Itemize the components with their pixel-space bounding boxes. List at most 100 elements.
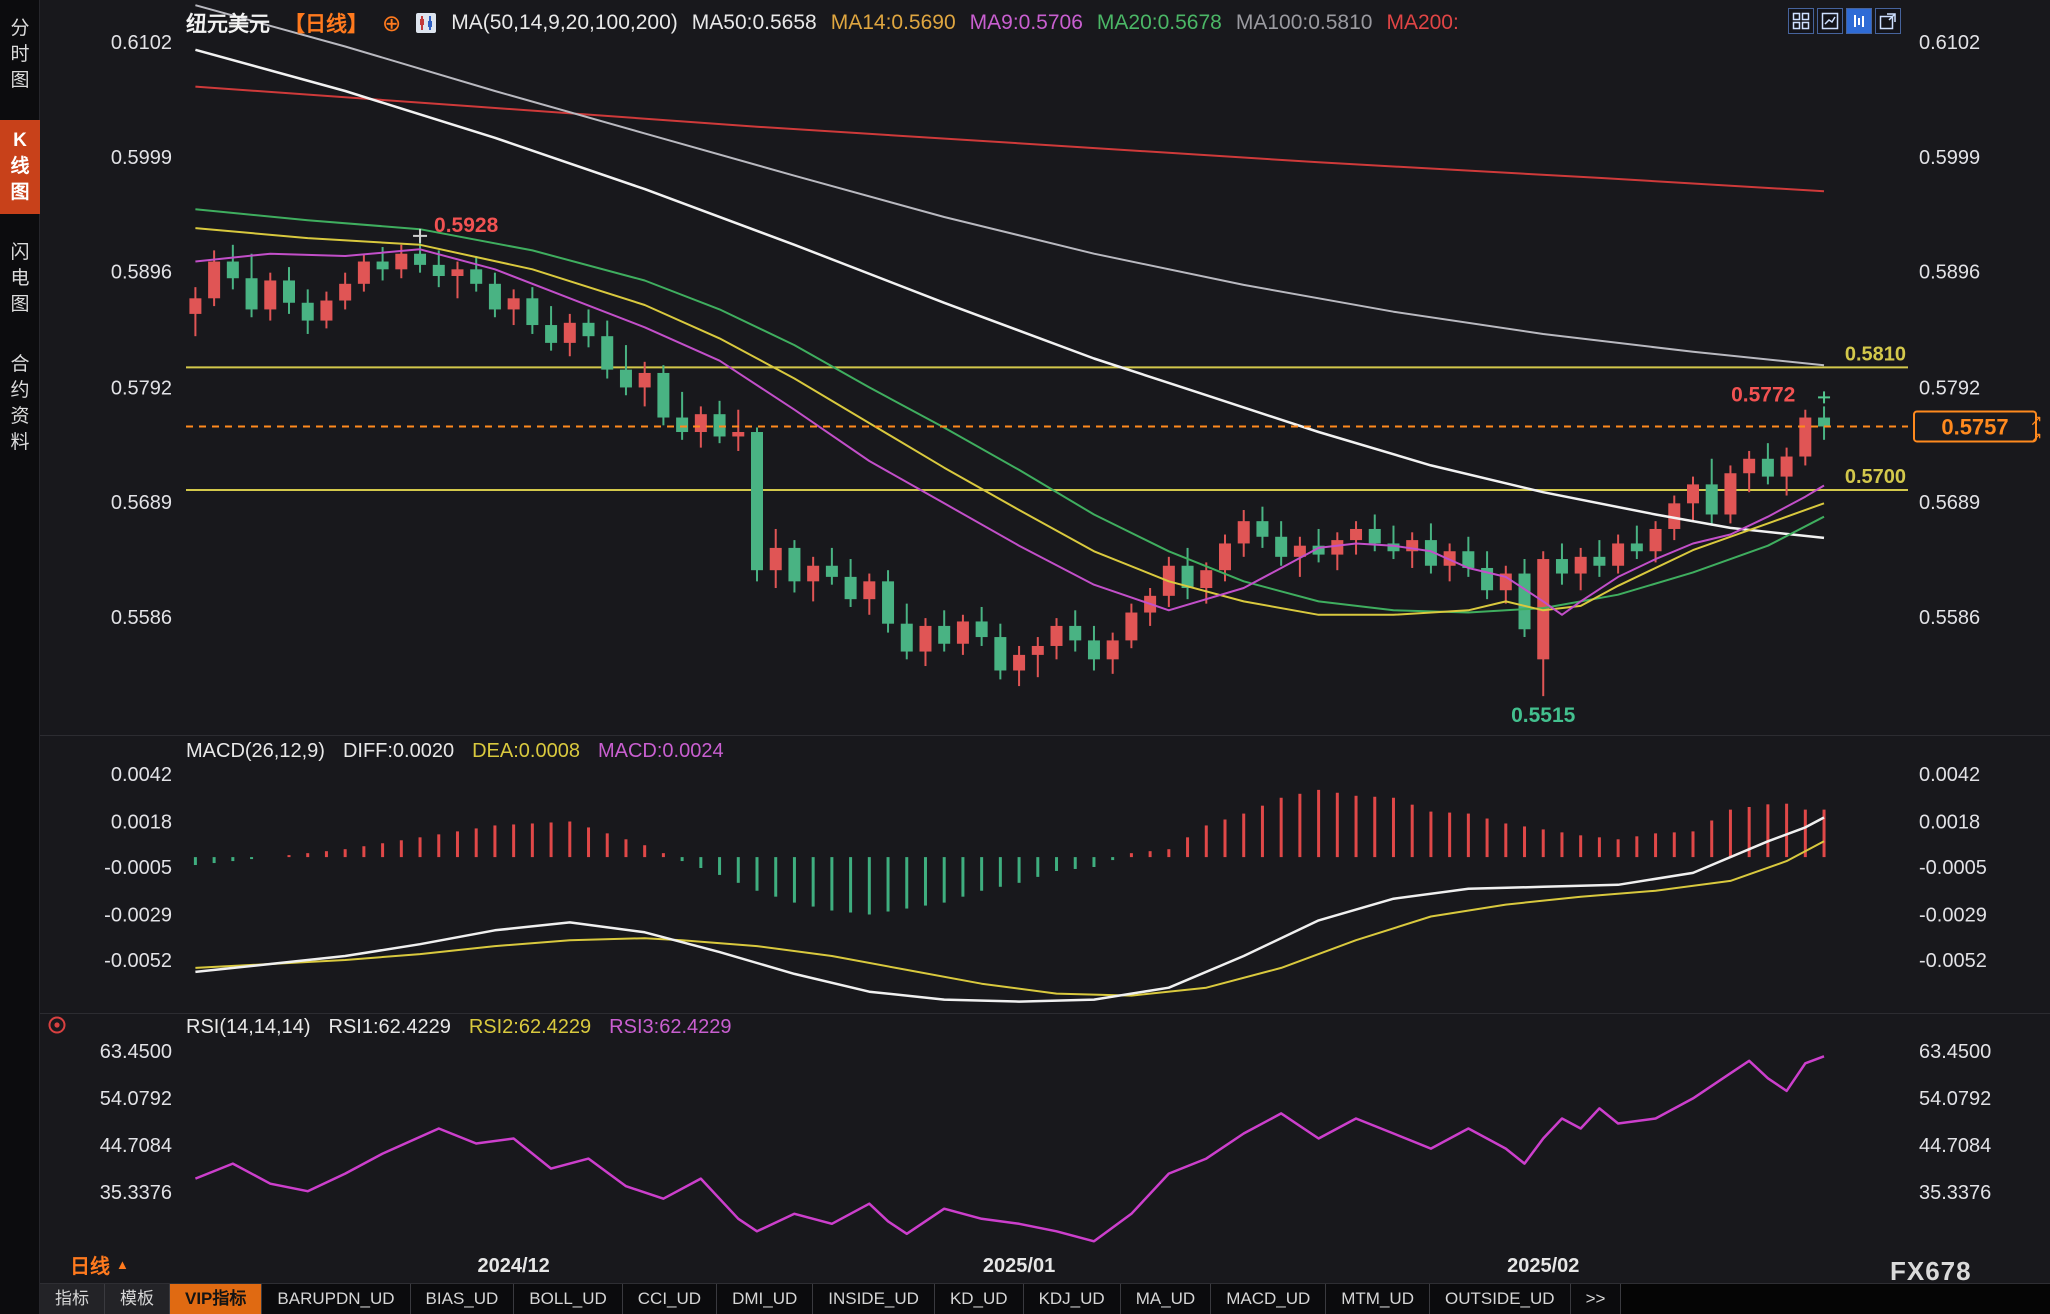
main-axis-tick: 0.5999 bbox=[1919, 147, 1980, 169]
ma200-value: MA200: bbox=[1386, 11, 1459, 34]
tab-bias[interactable]: BIAS_UD bbox=[410, 1284, 515, 1314]
candle-body bbox=[1574, 556, 1587, 574]
period-dropdown-label: 日线 bbox=[70, 1256, 110, 1278]
axis-labels-layer: 0.6102 0.6102 0.5999 0.5999 0.5896 0.5896 0.57… bbox=[100, 32, 1992, 1204]
candle-body bbox=[676, 417, 689, 433]
candle-body bbox=[1630, 543, 1643, 552]
candle-body bbox=[1237, 521, 1250, 544]
candle-body bbox=[488, 283, 501, 310]
candle-body bbox=[1331, 540, 1344, 555]
candle-body bbox=[451, 269, 464, 277]
multi-chart-icon[interactable] bbox=[1788, 8, 1814, 34]
candle-body bbox=[1555, 559, 1568, 574]
tab-outside[interactable]: OUTSIDE_UD bbox=[1429, 1284, 1571, 1314]
period-tag: 【日线】 bbox=[284, 13, 368, 36]
single-chart-icon[interactable] bbox=[1817, 8, 1843, 34]
candle-body bbox=[301, 302, 314, 321]
annotations-layer: 0.5928 0.5772 0.5515 bbox=[413, 214, 1795, 727]
candle-body bbox=[264, 280, 277, 310]
candle-body bbox=[1087, 640, 1100, 660]
macd-axis-tick: -0.0029 bbox=[104, 904, 172, 926]
main-axis-tick: 0.5586 bbox=[111, 607, 172, 629]
ma-lines-layer bbox=[195, 4, 1825, 616]
candle-body bbox=[1818, 417, 1831, 427]
sidebar-item-kline-chart[interactable]: K线图 bbox=[0, 120, 40, 214]
macd-legend: MACD(26,12,9) DIFF:0.0020 DEA:0.0008 MAC… bbox=[186, 740, 724, 763]
tab-mtm[interactable]: MTM_UD bbox=[1326, 1284, 1430, 1314]
tab-macd[interactable]: MACD_UD bbox=[1211, 1284, 1327, 1314]
chart-header: 纽元美元 【日线】 ⊕ MA(50,14,9,20,100,200) MA50:… bbox=[186, 8, 1459, 38]
kline-chart-icon[interactable] bbox=[1846, 8, 1872, 34]
candle-body bbox=[208, 261, 221, 299]
candle-body bbox=[1031, 645, 1044, 655]
chart-layout-toolbar bbox=[1788, 8, 1901, 34]
rsi-layer bbox=[194, 1055, 1825, 1243]
candle-body bbox=[919, 625, 932, 652]
sidebar-item-lightning-chart[interactable]: 闪电图 bbox=[10, 242, 30, 315]
kline-style-icon[interactable] bbox=[415, 12, 437, 34]
main-axis-tick: 0.6102 bbox=[1919, 32, 1980, 54]
time-axis-label: 2025/01 bbox=[983, 1255, 1055, 1277]
candle-body bbox=[713, 414, 726, 437]
candle-body bbox=[900, 623, 913, 652]
tab-kd[interactable]: KD_UD bbox=[934, 1284, 1024, 1314]
sidebar-item-contract-info[interactable]: 合约资料 bbox=[10, 354, 30, 453]
popout-window-icon[interactable] bbox=[1875, 8, 1901, 34]
main-axis-tick: 0.5689 bbox=[1919, 492, 1980, 514]
time-axis-layer: 2024/12 2025/01 2025/02 bbox=[477, 1255, 1579, 1277]
candle-body bbox=[226, 261, 239, 279]
main-axis-tick: 0.5689 bbox=[111, 492, 172, 514]
indicator-bullet-icon bbox=[46, 1014, 68, 1041]
tab-ma[interactable]: MA_UD bbox=[1120, 1284, 1212, 1314]
candle-body bbox=[1275, 536, 1288, 557]
add-indicator-icon[interactable]: ⊕ bbox=[382, 10, 402, 36]
macd-layer bbox=[193, 789, 1826, 1003]
rsi3-value: RSI3:62.4229 bbox=[609, 1016, 732, 1038]
rsi-line bbox=[194, 1055, 1825, 1243]
ma50-value: MA50:0.5658 bbox=[691, 11, 817, 34]
price-level-label: 0.5810 bbox=[1845, 343, 1906, 365]
tab-indicators[interactable]: 指标 bbox=[40, 1284, 105, 1314]
macd-axis-tick: -0.0005 bbox=[1919, 857, 1987, 879]
tab-boll[interactable]: BOLL_UD bbox=[514, 1284, 623, 1314]
tab-cci[interactable]: CCI_UD bbox=[622, 1284, 718, 1314]
candle-body bbox=[1293, 545, 1306, 557]
main-axis-tick: 0.5586 bbox=[1919, 607, 1980, 629]
main-axis-tick: 0.5896 bbox=[111, 262, 172, 284]
macd-axis-tick: -0.0005 bbox=[104, 857, 172, 879]
macd-axis-tick: 0.0042 bbox=[111, 764, 172, 786]
tab-more[interactable]: >> bbox=[1570, 1284, 1622, 1314]
current-price-label: 0.5757 bbox=[1941, 414, 2008, 439]
tab-dmi[interactable]: DMI_UD bbox=[717, 1284, 814, 1314]
candle-body bbox=[694, 414, 707, 433]
rsi-axis-tick: 63.4500 bbox=[1919, 1041, 1991, 1063]
candle-body bbox=[1069, 625, 1082, 641]
macd-title: MACD(26,12,9) bbox=[186, 740, 325, 762]
period-dropdown[interactable]: 日线 ▲ bbox=[70, 1250, 129, 1279]
candle-body bbox=[1612, 543, 1625, 566]
tab-templates[interactable]: 模板 bbox=[105, 1284, 170, 1314]
candle-body bbox=[1518, 573, 1531, 630]
candle-body bbox=[432, 264, 445, 277]
candle-body bbox=[582, 322, 595, 337]
macd-macd-value: MACD:0.0024 bbox=[597, 740, 724, 762]
watermark: FX678 bbox=[1890, 1256, 1972, 1286]
candle-body bbox=[526, 298, 539, 326]
candle-body bbox=[956, 621, 969, 644]
panel-separators bbox=[40, 735, 2050, 1014]
candle-body bbox=[1743, 458, 1756, 474]
tab-inside[interactable]: INSIDE_UD bbox=[813, 1284, 935, 1314]
tab-barupdn[interactable]: BARUPDN_UD bbox=[262, 1284, 411, 1314]
candle-body bbox=[769, 547, 782, 571]
candle-body bbox=[1181, 565, 1194, 589]
time-axis-label: 2025/02 bbox=[1507, 1255, 1579, 1277]
candle-body bbox=[1462, 551, 1475, 568]
tab-vip-indicators[interactable]: VIP指标 bbox=[170, 1284, 263, 1314]
sidebar-item-timeshare-chart[interactable]: 分时图 bbox=[10, 18, 30, 91]
main-axis-tick: 0.5999 bbox=[111, 147, 172, 169]
candle-body bbox=[1106, 640, 1119, 660]
macd-axis-tick: -0.0052 bbox=[104, 950, 172, 972]
tab-kdj[interactable]: KDJ_UD bbox=[1023, 1284, 1121, 1314]
candle-body bbox=[357, 261, 370, 284]
